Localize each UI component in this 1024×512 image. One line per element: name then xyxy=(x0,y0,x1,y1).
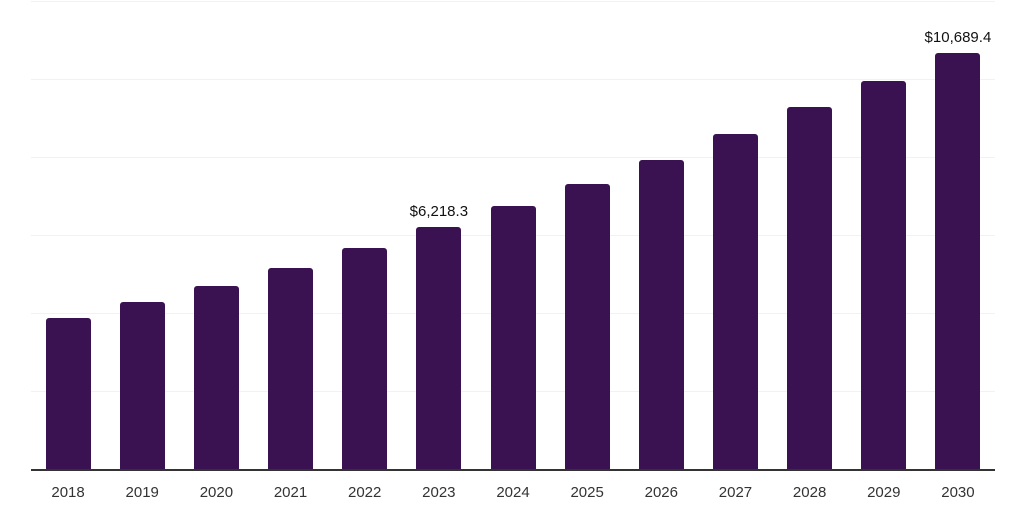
x-tick-label-2026: 2026 xyxy=(644,484,678,501)
gridline-12000 xyxy=(31,1,995,2)
gridline-8000 xyxy=(31,157,995,158)
x-tick-label-2028: 2028 xyxy=(792,484,827,501)
bar-2018 xyxy=(45,317,91,470)
x-tick-label-2018: 2018 xyxy=(51,484,85,501)
bar-2024 xyxy=(490,205,536,470)
x-tick-label-2023: 2023 xyxy=(422,484,456,501)
x-tick-label-2027: 2027 xyxy=(718,484,753,501)
x-tick-label-2029: 2029 xyxy=(867,484,901,501)
value-label-2030: $10,689.4 xyxy=(924,29,992,47)
bar-2028 xyxy=(787,106,833,470)
x-tick-label-2025: 2025 xyxy=(570,484,604,501)
bar-2026 xyxy=(638,159,684,470)
bar-2020 xyxy=(193,285,239,470)
x-axis-line xyxy=(31,469,995,471)
x-tick-label-2021: 2021 xyxy=(273,484,308,501)
bar-2019 xyxy=(119,301,165,470)
bar-2023 xyxy=(416,227,462,470)
bar-2021 xyxy=(268,267,314,470)
bar-2027 xyxy=(712,133,758,470)
x-tick-label-2020: 2020 xyxy=(199,484,234,501)
x-tick-label-2030: 2030 xyxy=(941,484,975,501)
x-tick-label-2022: 2022 xyxy=(348,484,382,501)
x-tick-label-2024: 2024 xyxy=(496,484,530,501)
gridline-10000 xyxy=(31,79,995,80)
bar-2022 xyxy=(342,247,388,470)
bar-2025 xyxy=(564,183,610,470)
value-label-2023: $6,218.3 xyxy=(409,203,469,221)
bar-2030 xyxy=(935,53,981,470)
bar-2029 xyxy=(861,80,907,470)
x-tick-label-2019: 2019 xyxy=(125,484,159,501)
